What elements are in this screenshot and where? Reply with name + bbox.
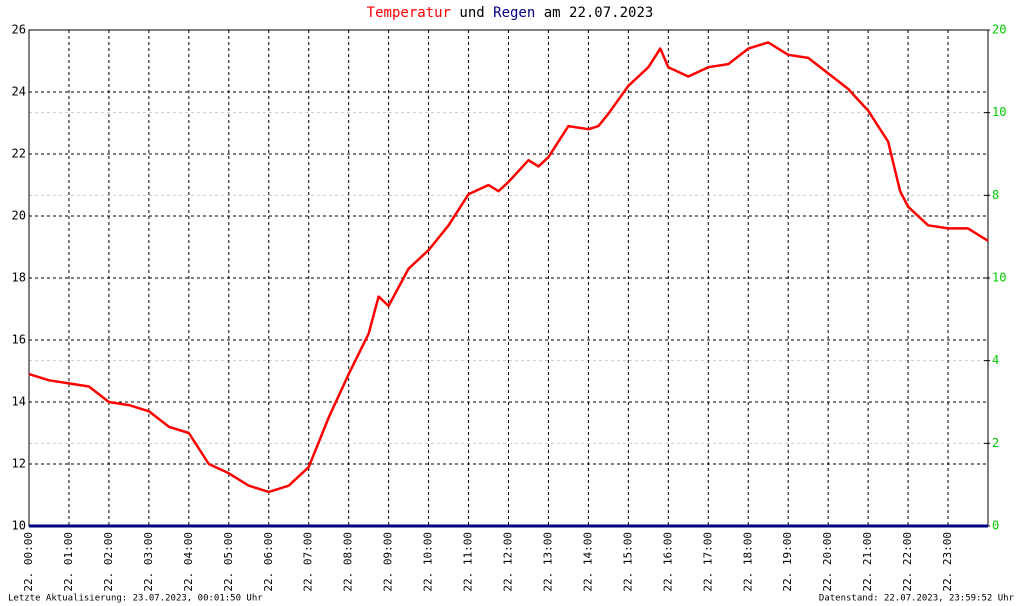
y2-tick-label: 0 xyxy=(992,519,999,533)
x-tick-label: 22. 20:00 xyxy=(821,532,834,592)
x-tick-label: 22. 02:00 xyxy=(102,532,115,592)
x-tick-label: 22. 14:00 xyxy=(581,532,594,592)
footer-left: Letzte Aktualisierung: 23.07.2023, 00:01… xyxy=(8,594,263,604)
x-tick-label: 22. 16:00 xyxy=(661,532,674,592)
x-tick-label: 22. 00:00 xyxy=(22,532,35,592)
chart-title: Temperatur und Regen am 22.07.2023 xyxy=(367,5,654,21)
y-tick-label: 18 xyxy=(12,271,26,285)
title-part: und xyxy=(459,5,484,21)
y-tick-label: 22 xyxy=(12,147,26,161)
footer-right: Datenstand: 22.07.2023, 23:59:52 Uhr xyxy=(819,594,1015,604)
x-tick-label: 22. 04:00 xyxy=(182,532,195,592)
x-tick-label: 22. 17:00 xyxy=(701,532,714,592)
y-tick-label: 14 xyxy=(12,395,26,409)
x-tick-label: 22. 23:00 xyxy=(941,532,954,592)
x-tick-label: 22. 18:00 xyxy=(741,532,754,592)
y2-tick-label: 8 xyxy=(992,188,999,202)
y-tick-label: 12 xyxy=(12,457,26,471)
y-tick-label: 24 xyxy=(12,85,26,99)
x-tick-label: 22. 19:00 xyxy=(781,532,794,592)
x-tick-label: 22. 11:00 xyxy=(462,532,475,592)
y2-tick-label: 10 xyxy=(992,271,1006,285)
x-tick-label: 22. 10:00 xyxy=(422,532,435,592)
y2-tick-label: 20 xyxy=(992,23,1006,37)
x-tick-label: 22. 08:00 xyxy=(342,532,355,592)
title-part: Regen xyxy=(493,5,535,21)
x-tick-label: 22. 22:00 xyxy=(901,532,914,592)
x-tick-label: 22. 15:00 xyxy=(621,532,634,592)
y-tick-label: 20 xyxy=(12,209,26,223)
title-part: am 22.07.2023 xyxy=(544,5,654,21)
y2-tick-label: 2 xyxy=(992,436,999,450)
series-line xyxy=(28,41,989,494)
x-tick-label: 22. 01:00 xyxy=(62,532,75,592)
y-tick-label: 26 xyxy=(12,23,26,37)
x-tick-label: 22. 13:00 xyxy=(541,532,554,592)
title-part: Temperatur xyxy=(367,5,451,21)
x-tick-label: 22. 07:00 xyxy=(302,532,315,592)
x-tick-label: 22. 21:00 xyxy=(861,532,874,592)
y2-tick-label: 4 xyxy=(992,353,999,367)
x-tick-label: 22. 03:00 xyxy=(142,532,155,592)
x-tick-label: 22. 09:00 xyxy=(382,532,395,592)
y-tick-label: 16 xyxy=(12,333,26,347)
y-tick-label: 10 xyxy=(12,519,26,533)
x-tick-label: 22. 12:00 xyxy=(502,532,515,592)
y2-tick-label: 10 xyxy=(992,105,1006,119)
x-tick-label: 22. 06:00 xyxy=(262,532,275,592)
x-tick-label: 22. 05:00 xyxy=(222,532,235,592)
